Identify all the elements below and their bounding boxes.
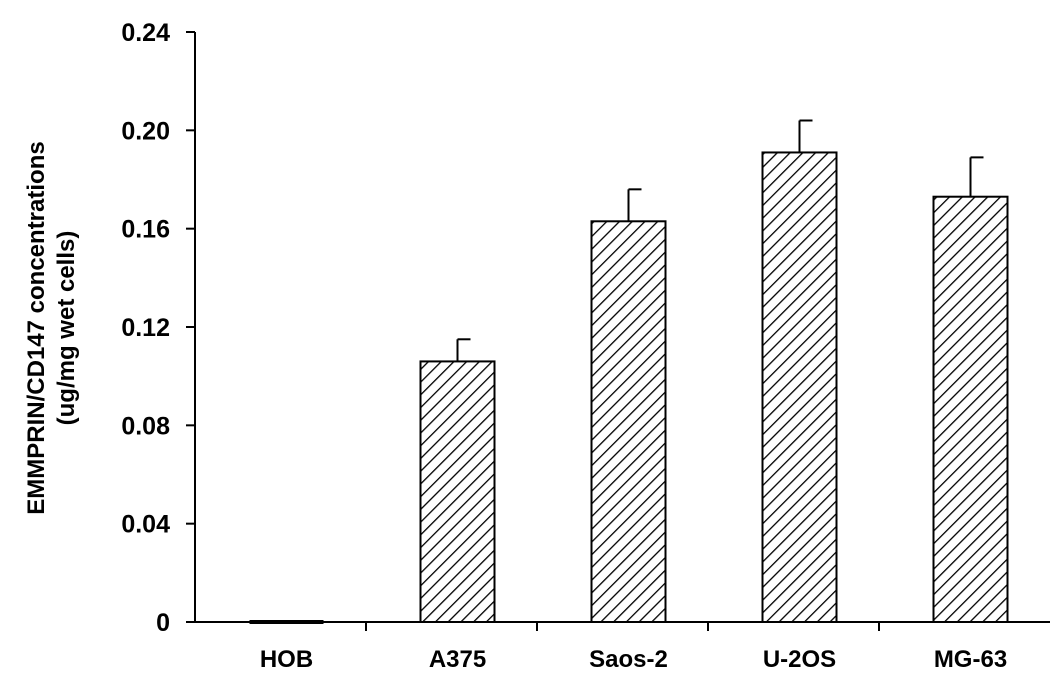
x-tick-label: HOB	[260, 646, 313, 673]
x-tick-label: A375	[429, 646, 486, 673]
y-axis-title-line1: EMMPRIN/CD147 concentrations	[23, 141, 50, 514]
bar-u-2os	[761, 151, 838, 623]
y-tick-label: 0.16	[121, 216, 170, 244]
bar-saos-2	[590, 220, 667, 624]
y-tick-label: 0.12	[121, 314, 170, 342]
x-tick-label: Saos-2	[589, 646, 668, 673]
x-tick-label: U-2OS	[763, 646, 836, 673]
y-ticks: 0 0.04 0.08 0.12 0.16 0.20 0.24	[121, 19, 195, 637]
y-tick-label: 0.08	[121, 412, 170, 440]
y-tick-label: 0.20	[121, 117, 170, 145]
x-tick-labels: HOB A375 Saos-2 U-2OS MG-63	[260, 646, 1007, 673]
y-tick-label: 0	[156, 609, 170, 637]
x-tick-label: MG-63	[934, 646, 1007, 673]
y-axis-title-line2: (ug/mg wet cells)	[53, 231, 80, 426]
bar-a375	[419, 360, 496, 623]
bars	[249, 119, 1009, 624]
y-tick-label: 0.24	[121, 19, 170, 47]
y-axis-title: EMMPRIN/CD147 concentrations (ug/mg wet …	[23, 141, 80, 514]
y-tick-label: 0.04	[121, 511, 170, 539]
bar-mg-63	[932, 195, 1009, 623]
